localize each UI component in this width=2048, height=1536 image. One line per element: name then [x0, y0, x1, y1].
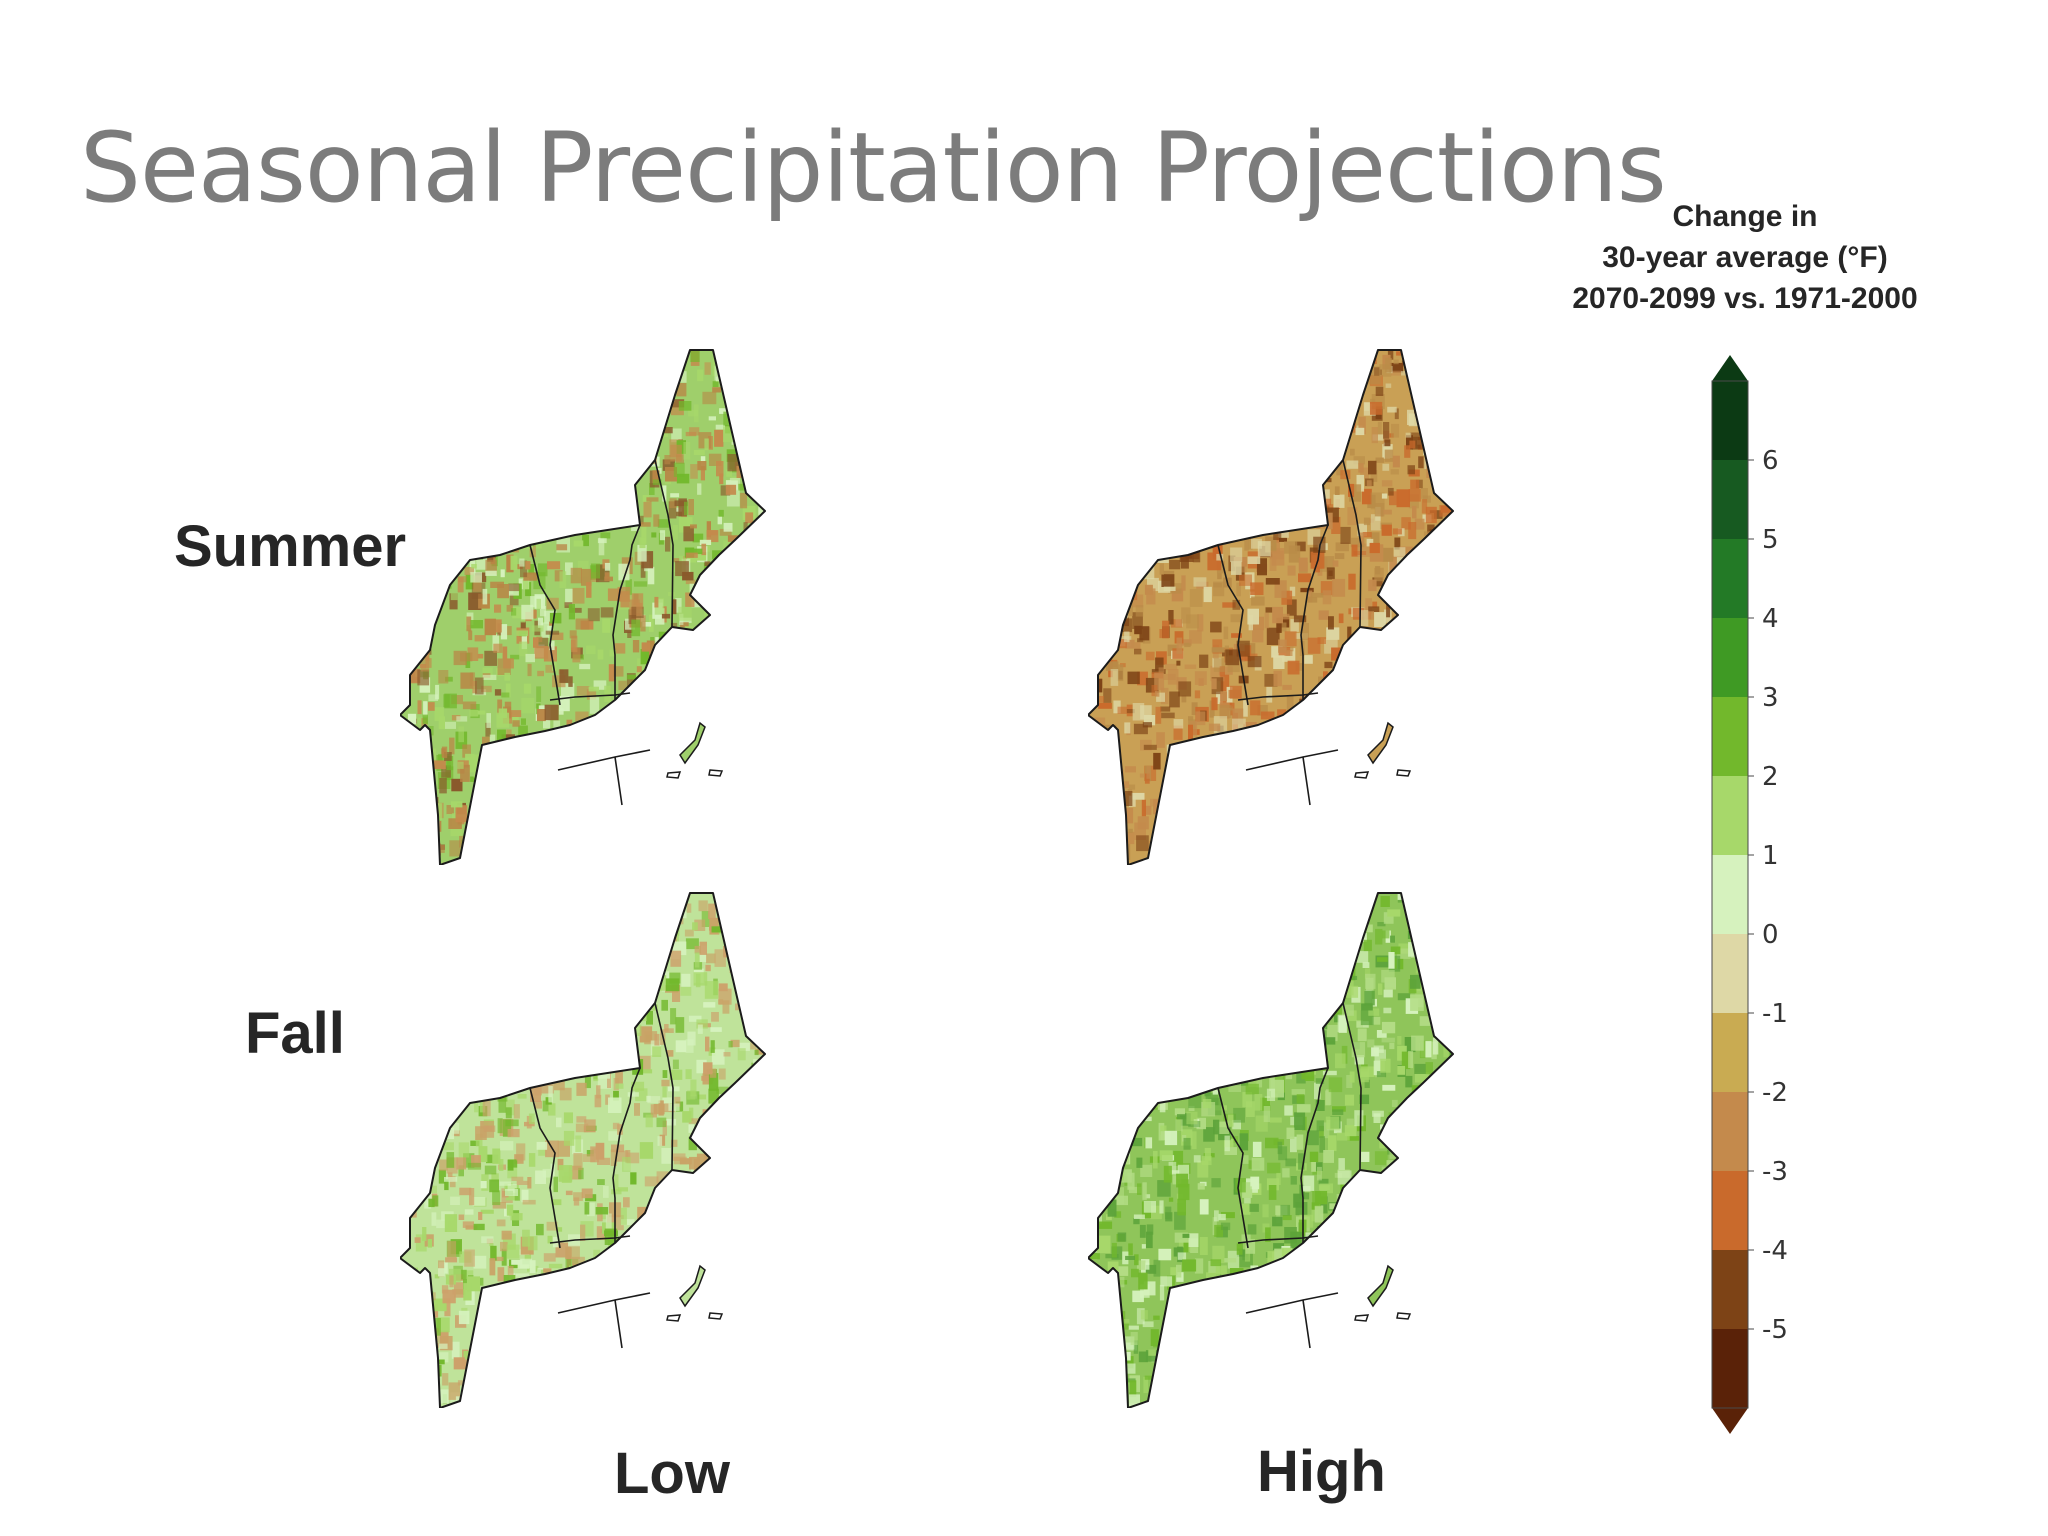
- state-border: [1302, 1299, 1311, 1349]
- colorbar-tick-label: -1: [1762, 999, 1788, 1029]
- state-border: [529, 1087, 561, 1249]
- colorbar-tick-label: 3: [1762, 683, 1779, 713]
- colorbar-bin: [1712, 460, 1748, 539]
- island-outline: [1396, 769, 1412, 777]
- island-outline: [1354, 1314, 1370, 1322]
- cape-cod: [679, 721, 706, 765]
- colorbar-bin: [1712, 1250, 1748, 1329]
- row-label-summer: Summer: [174, 514, 407, 579]
- colorbar-tick-label: -5: [1762, 1315, 1788, 1345]
- state-border: [612, 524, 641, 700]
- island-outline: [1354, 771, 1370, 779]
- state-border: [1237, 1235, 1319, 1244]
- colorbar-tick-label: 5: [1762, 525, 1779, 555]
- state-border: [1342, 1002, 1362, 1171]
- colorbar-legend: 6 5 4 3 2 1 0 -1 -2 -3 -4 -5: [1711, 355, 1788, 1434]
- colorbar-bin: [1712, 1171, 1748, 1250]
- column-label-low: Low: [614, 1441, 730, 1506]
- state-border: [614, 756, 623, 806]
- state-border: [1300, 524, 1329, 700]
- slide-title: Seasonal Precipitation Projections: [80, 112, 1667, 224]
- island-outline: [1396, 1312, 1412, 1320]
- colorbar-bin: [1712, 697, 1748, 776]
- state-border: [549, 692, 631, 701]
- colorbar-tick-label: 6: [1762, 446, 1779, 476]
- colorbar-arrow-bottom: [1712, 1408, 1748, 1434]
- state-border: [614, 1299, 623, 1349]
- legend-title-line-1: Change in: [1672, 200, 1818, 233]
- state-border: [557, 1292, 651, 1314]
- colorbar-bin: [1712, 1092, 1748, 1171]
- colorbar-bin: [1712, 1013, 1748, 1092]
- state-border: [1300, 1067, 1329, 1243]
- cape-cod: [679, 1264, 706, 1308]
- state-border: [1342, 459, 1362, 628]
- colorbar-bin: [1712, 934, 1748, 1013]
- state-border: [654, 459, 674, 628]
- colorbar-tick-label: -4: [1762, 1236, 1788, 1266]
- column-label-high: High: [1257, 1439, 1386, 1504]
- state-border: [1237, 692, 1319, 701]
- colorbar-tick-label: -3: [1762, 1157, 1788, 1187]
- map-summer-high: [1088, 349, 1454, 865]
- state-border: [1217, 544, 1249, 706]
- state-border: [1245, 1292, 1339, 1314]
- coastline: [1088, 892, 1454, 1408]
- coastline: [400, 892, 766, 1408]
- island-outline: [708, 1312, 724, 1320]
- colorbar-arrow-top: [1712, 355, 1748, 381]
- state-border: [612, 1067, 641, 1243]
- colorbar-tick-label: 1: [1762, 841, 1779, 871]
- island-outline: [708, 769, 724, 777]
- legend-title-line-3: 2070-2099 vs. 1971-2000: [1572, 282, 1918, 315]
- state-border: [557, 749, 651, 771]
- state-border: [549, 1235, 631, 1244]
- colorbar-bin: [1712, 381, 1748, 460]
- map-fall-low: [400, 892, 766, 1408]
- colorbar-frame: [1711, 380, 1749, 1409]
- state-border: [1217, 1087, 1249, 1249]
- colorbar-bin: [1712, 776, 1748, 855]
- colorbar-tick-label: 2: [1762, 762, 1779, 792]
- colorbar-tick-label: -2: [1762, 1078, 1788, 1108]
- map-fall-high: [1088, 892, 1454, 1408]
- colorbar-bin: [1712, 618, 1748, 697]
- row-label-fall: Fall: [245, 1001, 345, 1066]
- state-border: [654, 1002, 674, 1171]
- cape-cod: [1367, 1264, 1394, 1308]
- colorbar-tick-label: 0: [1762, 920, 1779, 950]
- coastline: [1088, 349, 1454, 865]
- island-outline: [666, 771, 682, 779]
- colorbar-bin: [1712, 1329, 1748, 1408]
- cape-cod: [1367, 721, 1394, 765]
- state-border: [529, 544, 561, 706]
- legend-title-line-2: 30-year average (°F): [1602, 241, 1888, 274]
- map-summer-low: [400, 349, 766, 865]
- state-border: [1302, 756, 1311, 806]
- legend-title: Change in 30-year average (°F) 2070-2099…: [1560, 196, 1930, 319]
- state-border: [1245, 749, 1339, 771]
- colorbar-bin: [1712, 855, 1748, 934]
- colorbar-bin: [1712, 539, 1748, 618]
- island-outline: [666, 1314, 682, 1322]
- coastline: [400, 349, 766, 865]
- colorbar-tick-label: 4: [1762, 604, 1779, 634]
